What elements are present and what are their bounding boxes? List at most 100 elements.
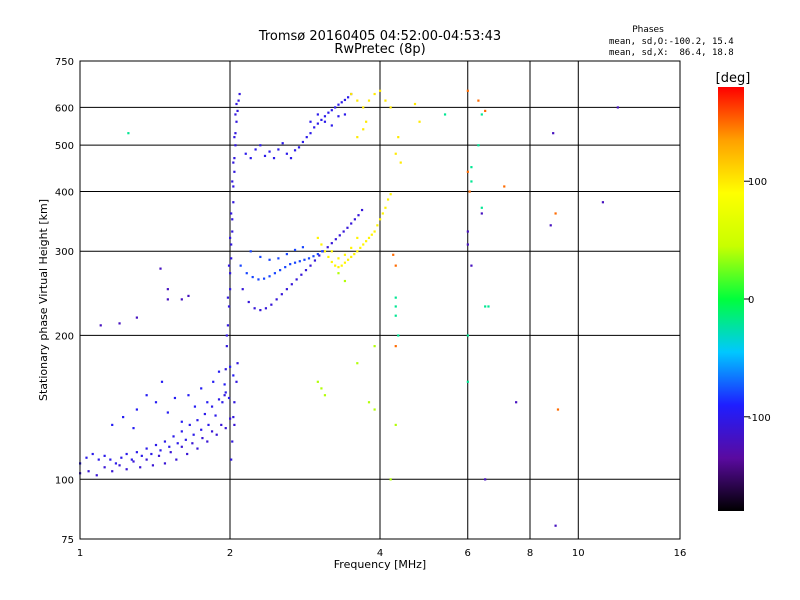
data-point bbox=[279, 269, 282, 272]
data-point bbox=[394, 264, 397, 267]
data-point bbox=[201, 436, 204, 440]
data-point bbox=[334, 106, 337, 109]
data-point bbox=[356, 362, 359, 365]
data-point bbox=[293, 248, 297, 252]
data-point bbox=[176, 442, 179, 445]
stats-o-mode: mean, sd,O:-100.2, 15.4 bbox=[609, 37, 734, 47]
data-point bbox=[99, 324, 102, 327]
data-point bbox=[356, 236, 359, 240]
data-point bbox=[394, 296, 397, 299]
y-tick-label: 500 bbox=[55, 141, 74, 152]
data-point bbox=[196, 419, 199, 422]
data-point bbox=[330, 124, 333, 127]
data-point bbox=[316, 122, 319, 125]
data-point bbox=[135, 316, 138, 319]
data-point bbox=[273, 272, 276, 275]
data-point bbox=[217, 398, 221, 401]
x-tick-label: 6 bbox=[465, 548, 471, 559]
data-point bbox=[484, 305, 487, 308]
data-point bbox=[316, 380, 319, 383]
data-point bbox=[169, 451, 172, 454]
data-point bbox=[330, 250, 333, 253]
data-point bbox=[277, 257, 280, 260]
data-point bbox=[235, 120, 238, 123]
data-point bbox=[397, 136, 400, 139]
data-point bbox=[163, 440, 167, 443]
data-point bbox=[309, 132, 312, 135]
data-point bbox=[384, 99, 387, 102]
data-point bbox=[227, 396, 231, 400]
data-point bbox=[313, 259, 317, 262]
data-point bbox=[180, 298, 183, 301]
data-point bbox=[264, 307, 268, 310]
data-point bbox=[154, 401, 158, 404]
data-point bbox=[154, 443, 158, 447]
data-point bbox=[320, 243, 323, 246]
data-point bbox=[367, 99, 371, 102]
data-point bbox=[346, 258, 350, 261]
data-point bbox=[239, 264, 242, 267]
data-point bbox=[362, 128, 365, 131]
data-point bbox=[285, 253, 288, 256]
data-point bbox=[135, 451, 138, 454]
data-point bbox=[150, 452, 153, 456]
data-point bbox=[230, 243, 233, 246]
data-point bbox=[556, 408, 560, 411]
data-point bbox=[103, 454, 106, 457]
data-point bbox=[301, 246, 305, 249]
data-point bbox=[323, 394, 327, 397]
x-tick-label: 10 bbox=[572, 548, 585, 559]
data-point bbox=[376, 224, 379, 227]
x-tick-label: 2 bbox=[227, 548, 233, 559]
data-point bbox=[206, 401, 209, 404]
data-point bbox=[97, 458, 100, 461]
data-point bbox=[232, 185, 235, 188]
data-point bbox=[232, 415, 235, 419]
data-point bbox=[191, 442, 194, 445]
data-point bbox=[125, 452, 128, 456]
data-point bbox=[359, 246, 362, 249]
data-point bbox=[285, 288, 288, 291]
data-point bbox=[484, 109, 487, 113]
data-point bbox=[254, 148, 257, 151]
data-point bbox=[203, 412, 206, 416]
data-point bbox=[132, 427, 135, 430]
data-point bbox=[231, 230, 234, 233]
colorbar-gradient bbox=[718, 87, 744, 511]
data-point bbox=[394, 314, 397, 317]
x-tick-label: 16 bbox=[674, 548, 687, 559]
data-point bbox=[224, 391, 227, 394]
data-point bbox=[350, 255, 353, 259]
data-point bbox=[320, 118, 323, 122]
data-point bbox=[386, 198, 390, 201]
data-point bbox=[145, 394, 148, 397]
data-point bbox=[234, 132, 237, 135]
data-point bbox=[318, 254, 321, 257]
data-point bbox=[554, 212, 557, 215]
data-point bbox=[230, 257, 233, 260]
data-point bbox=[223, 394, 226, 397]
colorbar: [deg] 100 0 -100 bbox=[716, 71, 771, 511]
data-point bbox=[157, 454, 161, 457]
plot-area: 1 2 4 6 8 10 16 75 100 200 300 400 500 600 750 bbox=[55, 57, 686, 559]
data-point bbox=[379, 218, 382, 221]
data-point bbox=[350, 246, 353, 249]
data-point bbox=[309, 120, 312, 123]
data-point bbox=[323, 115, 327, 118]
data-point bbox=[233, 170, 236, 173]
data-point bbox=[293, 261, 297, 264]
data-point bbox=[159, 267, 162, 270]
colorbar-tick-label: 100 bbox=[748, 177, 767, 188]
data-point bbox=[285, 152, 288, 155]
data-point bbox=[327, 111, 330, 114]
data-point bbox=[515, 401, 518, 404]
data-point bbox=[389, 193, 392, 196]
data-point bbox=[477, 144, 480, 147]
chart-title: Tromsø 20160405 04:52:00-04:53:43 bbox=[258, 29, 501, 44]
data-point bbox=[91, 452, 94, 456]
data-point bbox=[200, 428, 203, 431]
data-point bbox=[353, 218, 356, 221]
data-point bbox=[259, 144, 262, 147]
data-point bbox=[397, 334, 400, 337]
data-point bbox=[394, 423, 397, 427]
